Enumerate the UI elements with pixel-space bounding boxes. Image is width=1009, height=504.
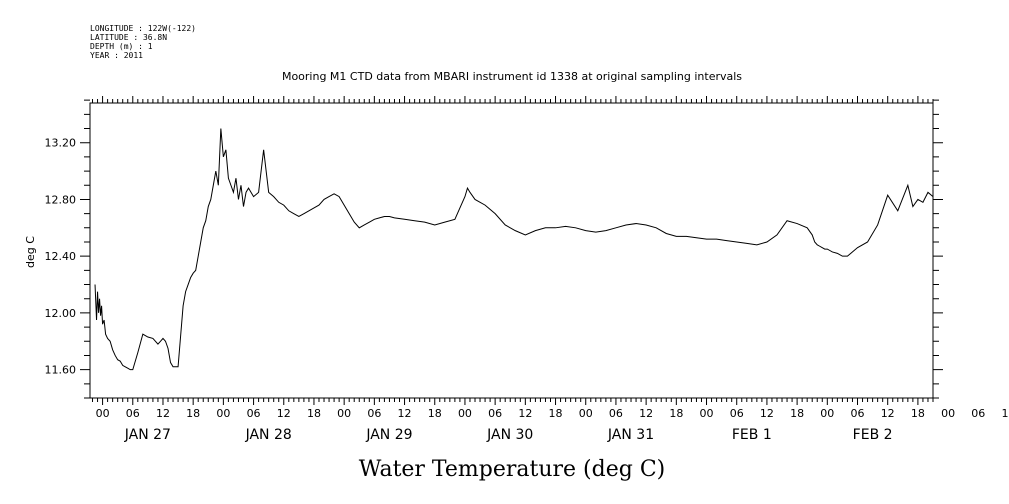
x-axis-label: Water Temperature (deg C) [359,457,666,482]
x-tick-label: 12 [639,407,653,420]
x-tick-label: 12 [1001,407,1009,420]
day-label: JAN 28 [245,427,292,443]
year-text: YEAR : 2011 [90,51,143,60]
y-tick-label: 12.80 [45,193,77,206]
latitude-text: LATITUDE : 36.8N [90,33,167,42]
x-tick-label: 06 [609,407,623,420]
x-tick-labels: 00 06 12 18 00 06 12 18 00 06 12 18 00 06 12 18 00 06 12 18… [96,407,1009,420]
x-tick-label: 00 [941,407,955,420]
plot-frame [89,102,934,399]
y-tick-label: 12.00 [45,307,77,320]
x-tick-label: 00 [820,407,834,420]
x-tick-label: 12 [881,407,895,420]
day-label: FEB 2 [853,427,893,443]
x-tick-label: 12 [760,407,774,420]
x-tick-label: 06 [730,407,744,420]
y-tick-label: 12.40 [45,250,77,263]
x-tick-label: 06 [971,407,985,420]
x-tick-label: 00 [216,407,230,420]
x-tick-label: 18 [307,407,321,420]
axis-ticks [80,96,943,405]
x-tick-label: 18 [549,407,563,420]
chart-title: Mooring M1 CTD data from MBARI instrumen… [282,70,742,83]
x-tick-label: 12 [156,407,170,420]
x-tick-label: 18 [428,407,442,420]
y-axis-label: deg C [24,236,37,268]
x-tick-label: 06 [247,407,261,420]
x-tick-label: 06 [488,407,502,420]
y-tick-label: 11.60 [45,364,77,377]
tick-marks [80,96,943,405]
x-tick-label: 12 [518,407,532,420]
day-label: JAN 27 [124,427,171,443]
x-tick-label: 12 [398,407,412,420]
day-label: JAN 30 [486,427,533,443]
longitude-text: LONGITUDE : 122W(-122) [90,24,196,33]
day-label: FEB 1 [732,427,772,443]
day-label: JAN 29 [365,427,412,443]
x-tick-label: 06 [367,407,381,420]
day-labels: JAN 27 JAN 28 JAN 29 JAN 30 JAN 31 FEB 1 FEB 2 [124,427,893,443]
x-tick-label: 12 [277,407,291,420]
x-tick-label: 06 [126,407,140,420]
x-tick-label: 00 [700,407,714,420]
day-label: JAN 31 [607,427,654,443]
x-tick-label: 00 [96,407,110,420]
x-tick-label: 18 [911,407,925,420]
x-tick-label: 00 [337,407,351,420]
x-tick-label: 00 [579,407,593,420]
x-tick-label: 18 [790,407,804,420]
y-tick-labels: 11.60 12.00 12.40 12.80 13.20 [45,137,77,377]
y-tick-label: 13.20 [45,137,77,150]
x-tick-label: 18 [669,407,683,420]
x-tick-label: 00 [458,407,472,420]
depth-text: DEPTH (m) : 1 [90,42,153,51]
x-tick-label: 06 [851,407,865,420]
x-tick-label: 18 [186,407,200,420]
metadata-block: LONGITUDE : 122W(-122) LATITUDE : 36.8N … [90,24,196,60]
series-line-water-temperature [94,128,934,371]
